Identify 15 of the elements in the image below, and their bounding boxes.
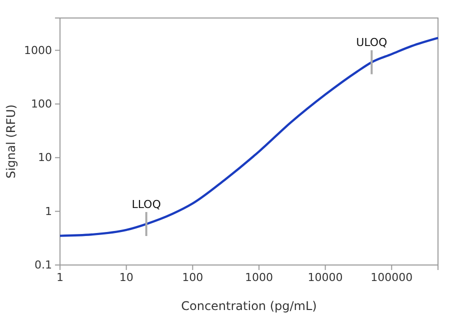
annotation: ULOQ xyxy=(356,36,388,50)
y-tick-label: 1000 xyxy=(24,44,52,57)
x-tick-label: 10000 xyxy=(308,270,343,284)
x-tick-label: 1000 xyxy=(244,270,273,284)
y-axis-title: Signal (RFU) xyxy=(4,104,18,179)
x-tick-label: 100 xyxy=(182,270,204,284)
y-tick-label: 0.1 xyxy=(34,258,52,272)
x-axis-title: Concentration (pg/mL) xyxy=(181,299,317,313)
x-tick-label: 1 xyxy=(56,270,64,284)
x-tick-label: 100000 xyxy=(370,270,413,284)
y-tick-label: 10 xyxy=(38,151,52,164)
y-tick-label: 1 xyxy=(45,204,52,218)
x-tick-label: 10 xyxy=(119,270,134,284)
annotation: LLOQ xyxy=(132,198,162,212)
y-tick-label: 100 xyxy=(31,98,52,111)
